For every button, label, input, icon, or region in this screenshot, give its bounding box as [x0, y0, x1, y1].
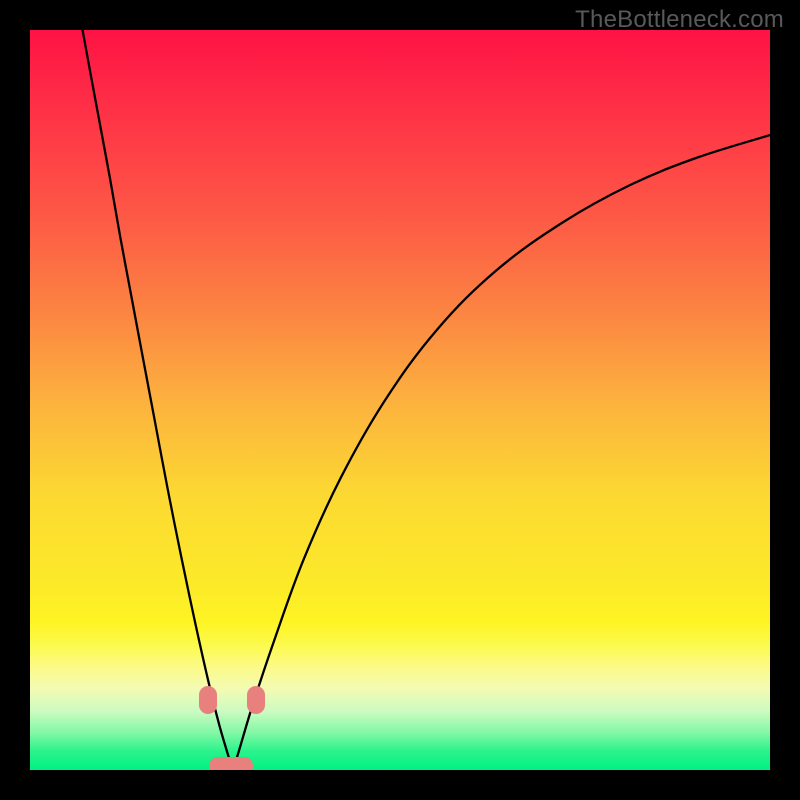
curve-marker: [199, 686, 217, 714]
plot-area: [30, 30, 770, 770]
bottleneck-curve: [30, 30, 770, 770]
curve-marker: [209, 757, 253, 770]
watermark-text: TheBottleneck.com: [575, 6, 784, 34]
curve-marker: [247, 686, 265, 714]
